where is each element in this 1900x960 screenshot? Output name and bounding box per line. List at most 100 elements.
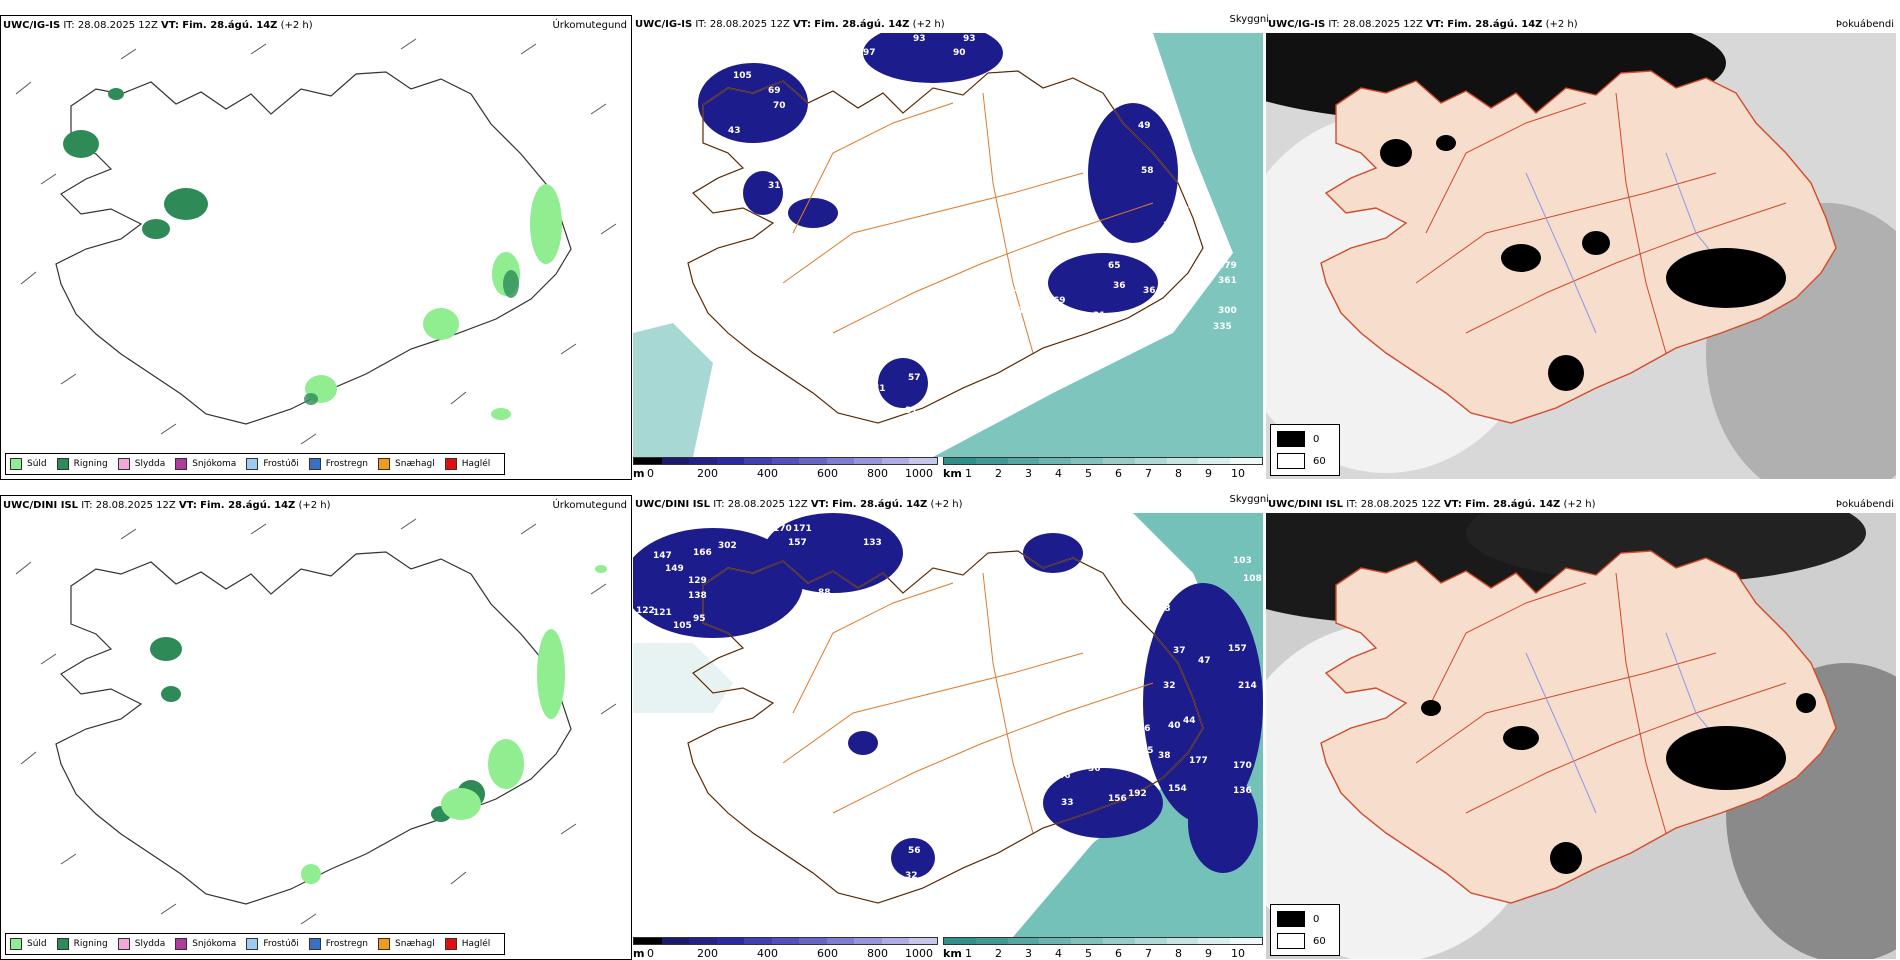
roads bbox=[782, 572, 1154, 834]
svg-text:31: 31 bbox=[768, 181, 781, 191]
coastline bbox=[55, 71, 572, 425]
svg-text:103: 103 bbox=[1233, 556, 1252, 566]
legend-swatch bbox=[1277, 453, 1305, 469]
legend-swatch bbox=[246, 458, 259, 470]
svg-text:89: 89 bbox=[908, 534, 921, 544]
svg-text:154: 154 bbox=[1168, 784, 1187, 794]
svg-text:69: 69 bbox=[1053, 296, 1066, 306]
svg-text:38: 38 bbox=[1158, 751, 1171, 761]
visibility-values: 170 171 92 147 166 302 157 133 89 120 14… bbox=[636, 521, 1262, 881]
svg-text:166: 166 bbox=[693, 548, 712, 558]
svg-text:43: 43 bbox=[728, 126, 741, 136]
legend-swatch bbox=[246, 938, 259, 950]
svg-text:302: 302 bbox=[718, 541, 737, 551]
svg-text:300: 300 bbox=[1218, 306, 1237, 316]
panel-header: UWC/DINI ISL IT: 28.08.2025 12Z VT: Fim.… bbox=[3, 500, 331, 511]
svg-text:9: 9 bbox=[788, 241, 794, 251]
legend-swatch bbox=[308, 458, 321, 470]
svg-text:335: 335 bbox=[1213, 322, 1232, 332]
legend-item: Frostúði bbox=[246, 458, 299, 470]
svg-text:31: 31 bbox=[1093, 311, 1106, 321]
rain-areas bbox=[63, 88, 208, 239]
svg-text:71: 71 bbox=[873, 384, 886, 394]
svg-text:147: 147 bbox=[653, 551, 672, 561]
panel-header: UWC/DINI ISL IT: 28.08.2025 12Z VT: Fim.… bbox=[635, 499, 963, 510]
low-vis-areas bbox=[698, 33, 1178, 408]
svg-text:105: 105 bbox=[733, 71, 752, 81]
svg-text:47: 47 bbox=[1198, 656, 1211, 666]
legend-item: Frostúði bbox=[246, 938, 299, 950]
svg-text:40: 40 bbox=[1161, 251, 1174, 261]
svg-text:71: 71 bbox=[873, 401, 886, 411]
legend-swatch bbox=[308, 938, 321, 950]
visibility-panel-dini: UWC/DINI ISL IT: 28.08.2025 12Z VT: Fim.… bbox=[633, 494, 1269, 960]
svg-text:36: 36 bbox=[1138, 724, 1151, 734]
svg-text:40: 40 bbox=[1168, 721, 1181, 731]
panel-header: UWC/IG-IS IT: 28.08.2025 12Z VT: Fim. 28… bbox=[1268, 19, 1578, 30]
svg-text:171: 171 bbox=[793, 524, 812, 534]
low-vis-areas bbox=[633, 513, 1263, 878]
legend-item: Haglél bbox=[444, 938, 490, 950]
visibility-values: 93 93 97 90 105 69 70 82 43 103 49 36 41… bbox=[728, 34, 1237, 416]
svg-text:37: 37 bbox=[1173, 646, 1186, 656]
svg-text:138: 138 bbox=[688, 591, 707, 601]
svg-text:93: 93 bbox=[963, 34, 976, 44]
fog-map bbox=[1266, 33, 1896, 479]
legend-swatch bbox=[378, 938, 391, 950]
svg-text:36: 36 bbox=[1123, 96, 1136, 106]
svg-text:38: 38 bbox=[1158, 604, 1171, 614]
svg-text:379: 379 bbox=[1218, 261, 1237, 271]
legend-swatch bbox=[1277, 431, 1305, 447]
svg-text:56: 56 bbox=[908, 846, 921, 856]
svg-text:75: 75 bbox=[938, 161, 951, 171]
legend-item: Rigning bbox=[56, 938, 108, 950]
svg-text:41: 41 bbox=[1178, 206, 1191, 216]
roads bbox=[782, 92, 1154, 354]
svg-text:36: 36 bbox=[1143, 286, 1156, 296]
svg-text:97: 97 bbox=[863, 48, 876, 58]
legend-item: Snæhagl bbox=[378, 458, 435, 470]
legend-swatch bbox=[378, 458, 391, 470]
visibility-km-colorbar: km 1 2 3 4 5 6 7 8 9 10 bbox=[943, 937, 1263, 960]
panel-type-label: Þokuábendi bbox=[1835, 19, 1894, 30]
svg-text:93: 93 bbox=[913, 34, 926, 44]
panel-type-label: Skyggni bbox=[1229, 14, 1269, 25]
visibility-m-colorbar: m 0 200 400 600 800 1000 bbox=[633, 937, 938, 960]
legend-item: Snæhagl bbox=[378, 938, 435, 950]
svg-text:46: 46 bbox=[1058, 771, 1071, 781]
svg-text:33: 33 bbox=[1063, 346, 1076, 356]
svg-text:122: 122 bbox=[636, 606, 655, 616]
legend-item: Súld bbox=[10, 458, 47, 470]
fog-areas bbox=[1380, 135, 1786, 391]
svg-text:136: 136 bbox=[1233, 786, 1252, 796]
svg-text:32: 32 bbox=[905, 871, 918, 881]
svg-text:49: 49 bbox=[1153, 236, 1166, 246]
svg-text:77: 77 bbox=[933, 261, 946, 271]
svg-text:214: 214 bbox=[1238, 681, 1257, 691]
svg-text:82: 82 bbox=[833, 106, 846, 116]
svg-text:105: 105 bbox=[673, 621, 692, 631]
svg-text:95: 95 bbox=[693, 614, 706, 624]
legend-swatch bbox=[10, 938, 22, 950]
fog-legend: 0 60 bbox=[1270, 904, 1340, 956]
svg-text:120: 120 bbox=[1145, 544, 1164, 554]
legend-swatch bbox=[1277, 911, 1305, 927]
fog-legend: 0 60 bbox=[1270, 424, 1340, 476]
visibility-km-colorbar: km 1 2 3 4 5 6 7 8 9 10 bbox=[943, 457, 1263, 480]
precip-legend: Súld Rigning Slydda Snjókoma Frostúði Fr… bbox=[5, 453, 506, 475]
svg-text:103: 103 bbox=[833, 136, 852, 146]
svg-text:192: 192 bbox=[1128, 789, 1147, 799]
svg-text:170: 170 bbox=[773, 524, 792, 534]
svg-text:116: 116 bbox=[638, 631, 657, 641]
svg-text:90: 90 bbox=[1018, 741, 1031, 751]
legend-swatch bbox=[1277, 933, 1305, 949]
svg-text:90: 90 bbox=[953, 48, 966, 58]
fog-map bbox=[1266, 513, 1896, 959]
svg-text:121: 121 bbox=[653, 608, 672, 618]
svg-text:106: 106 bbox=[1018, 764, 1037, 774]
precip-map bbox=[1, 34, 631, 458]
svg-text:63: 63 bbox=[888, 281, 901, 291]
svg-text:70: 70 bbox=[773, 101, 786, 111]
panel-type-label: Skyggni bbox=[1229, 494, 1269, 505]
svg-text:177: 177 bbox=[1189, 756, 1208, 766]
